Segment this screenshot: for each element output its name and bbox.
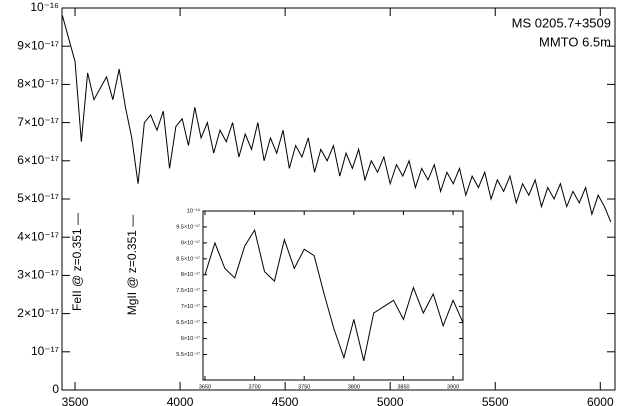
- y-tick-label: 8×10⁻¹⁷: [17, 77, 59, 91]
- y-tick-label: 4×10⁻¹⁷: [17, 229, 59, 243]
- y-tick-label: 6.5×10⁻¹⁷: [176, 319, 200, 326]
- x-tick-label: 3750: [298, 384, 310, 390]
- y-tick-label: 7.5×10⁻¹⁷: [176, 287, 200, 294]
- x-tick-label: 3650: [199, 384, 211, 390]
- x-tick-label: 3500: [62, 395, 89, 406]
- spectrum-line: [204, 228, 463, 361]
- line-annotation: FeII @ z=0.351 —: [70, 213, 84, 311]
- y-tick-label: 2×10⁻¹⁷: [17, 306, 59, 320]
- y-tick-label: 10⁻¹⁷: [31, 344, 59, 358]
- y-tick-label: 9.5×10⁻¹⁷: [176, 223, 200, 230]
- y-tick-label: 10⁻¹⁶: [30, 0, 59, 14]
- x-tick-label: 6000: [587, 395, 614, 406]
- y-tick-label: 3×10⁻¹⁷: [17, 268, 59, 282]
- y-tick-label: 0: [52, 382, 59, 396]
- y-tick-label: 8.5×10⁻¹⁷: [176, 255, 200, 262]
- chart-subtitle: MMTO 6.5m: [539, 34, 611, 49]
- y-tick-label: 9×10⁻¹⁷: [181, 239, 200, 246]
- x-tick-label: 5500: [482, 395, 509, 406]
- y-tick-label: 7×10⁻¹⁷: [17, 115, 59, 129]
- y-tick-label: 9×10⁻¹⁷: [17, 38, 59, 52]
- inset-frame: [202, 210, 464, 381]
- y-tick-label: 5.5×10⁻¹⁷: [176, 351, 200, 358]
- spectrum-line: [62, 15, 612, 223]
- x-tick-label: 3850: [397, 384, 409, 390]
- y-tick-label: 6×10⁻¹⁷: [17, 153, 59, 167]
- line-annotation: MgII @ z=0.351 —: [125, 215, 139, 316]
- x-tick-label: 4000: [167, 395, 194, 406]
- y-tick-label: 5×10⁻¹⁷: [17, 191, 59, 205]
- x-tick-label: 3900: [447, 384, 459, 390]
- x-tick-label: 3700: [248, 384, 260, 390]
- x-tick-label: 4500: [272, 395, 299, 406]
- y-tick-label: 6×10⁻¹⁷: [181, 335, 200, 342]
- x-tick-label: 5000: [377, 395, 404, 406]
- y-tick-label: 7×10⁻¹⁷: [181, 303, 200, 310]
- y-tick-label: 10⁻¹⁶: [187, 207, 200, 214]
- y-tick-label: 8×10⁻¹⁷: [181, 271, 200, 278]
- x-tick-label: 3800: [348, 384, 360, 390]
- chart-title: MS 0205.7+3509: [512, 15, 611, 30]
